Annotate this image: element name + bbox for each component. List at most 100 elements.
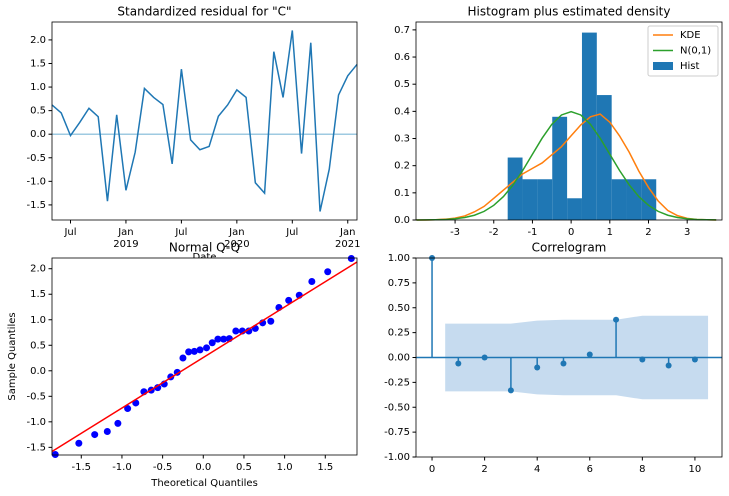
axes-frame bbox=[51, 257, 358, 456]
x-tick-label: 10 bbox=[689, 464, 702, 475]
qq-point bbox=[214, 335, 222, 343]
hist-bar bbox=[626, 179, 642, 220]
acf-marker bbox=[481, 354, 488, 361]
qq-point bbox=[185, 348, 193, 356]
y-tick-label: 0.5 bbox=[394, 79, 410, 90]
y-tick-label: -0.25 bbox=[384, 377, 410, 388]
axes-frame bbox=[51, 21, 358, 221]
x-tick-label: -2 bbox=[489, 227, 499, 238]
qq-point bbox=[245, 327, 253, 335]
qq-point bbox=[232, 327, 240, 335]
axes-frame bbox=[415, 21, 723, 221]
x-tick-label: 2 bbox=[645, 227, 651, 238]
y-tick-label: -0.5 bbox=[26, 153, 46, 164]
y-tick-label: 1.0 bbox=[30, 315, 46, 326]
x-tick-label: -0.5 bbox=[153, 462, 173, 473]
x-tick-label: 6 bbox=[587, 464, 593, 475]
x-tick-label: 3 bbox=[684, 227, 690, 238]
x-tick-year: 2021 bbox=[335, 239, 360, 250]
y-tick-label: -1.0 bbox=[26, 176, 46, 187]
acf-marker bbox=[534, 364, 541, 371]
qq-point bbox=[203, 344, 211, 352]
acf-marker bbox=[613, 316, 620, 323]
legend-label: KDE bbox=[680, 30, 701, 41]
x-tick-label: 0.5 bbox=[236, 462, 252, 473]
qq-point bbox=[91, 431, 99, 439]
x-tick-label: 1.5 bbox=[317, 462, 333, 473]
y-tick-label: -1.00 bbox=[384, 452, 410, 463]
hist-bar bbox=[641, 179, 657, 220]
y-tick-label: 0.25 bbox=[388, 328, 410, 339]
y-tick-label: -1.0 bbox=[26, 417, 46, 428]
y-tick-label: 0.0 bbox=[30, 129, 46, 140]
y-tick-label: 2.0 bbox=[30, 35, 46, 46]
y-tick-label: -0.75 bbox=[384, 427, 410, 438]
y-tick-label: 0.0 bbox=[394, 215, 410, 226]
x-tick-label: 2 bbox=[481, 464, 487, 475]
x-tick-label: 4 bbox=[534, 464, 540, 475]
y-tick-label: 0.4 bbox=[394, 106, 410, 117]
hist-bar bbox=[552, 116, 568, 220]
qq-point bbox=[347, 255, 355, 263]
x-axis-label: Theoretical Quantiles bbox=[150, 478, 258, 489]
chart-title: Standardized residual for "C" bbox=[117, 5, 291, 19]
x-tick-label: -3 bbox=[450, 227, 460, 238]
y-tick-label: 0.5 bbox=[30, 340, 46, 351]
axes-frame bbox=[415, 257, 723, 458]
x-tick-year: 2020 bbox=[224, 239, 249, 250]
hist-bar bbox=[522, 179, 538, 220]
legend-label: Hist bbox=[680, 61, 700, 72]
y-tick-label: 0.0 bbox=[30, 366, 46, 377]
x-tick-label: 1.0 bbox=[277, 462, 293, 473]
qq-point bbox=[196, 346, 204, 354]
qq-point bbox=[51, 450, 59, 458]
hist-bar bbox=[507, 157, 523, 220]
y-tick-label: 1.5 bbox=[30, 58, 46, 69]
x-axis-label: Date bbox=[193, 252, 217, 263]
y-tick-label: 1.0 bbox=[30, 82, 46, 93]
y-tick-label: 0.00 bbox=[388, 353, 410, 364]
reference-line bbox=[51, 261, 358, 453]
qq-point bbox=[179, 354, 187, 362]
qq-point bbox=[285, 296, 293, 304]
x-tick-label: 8 bbox=[639, 464, 645, 475]
y-tick-label: 2.0 bbox=[30, 264, 46, 275]
y-tick-label: 0.75 bbox=[388, 278, 410, 289]
y-tick-label: 0.6 bbox=[394, 52, 410, 63]
y-tick-label: -1.5 bbox=[26, 200, 46, 211]
hist-bar bbox=[581, 32, 597, 221]
y-tick-label: 0.7 bbox=[394, 25, 410, 36]
acf-marker bbox=[665, 362, 672, 369]
density-line bbox=[416, 110, 717, 221]
x-tick-label: Jul bbox=[285, 227, 298, 238]
density-line bbox=[416, 113, 717, 221]
qq-point bbox=[154, 384, 162, 392]
x-tick-label: 0.0 bbox=[195, 462, 211, 473]
qq-point bbox=[267, 317, 275, 325]
x-tick-label: -1.5 bbox=[72, 462, 92, 473]
acf-marker bbox=[455, 360, 462, 367]
residual-line bbox=[51, 30, 358, 212]
hist-bar bbox=[611, 179, 627, 220]
qq-point bbox=[324, 268, 332, 276]
x-tick-label: Jan bbox=[339, 227, 355, 238]
x-tick-label: Jan bbox=[228, 227, 244, 238]
axes-background bbox=[52, 22, 357, 220]
y-tick-label: -0.50 bbox=[384, 402, 410, 413]
y-tick-label: -0.5 bbox=[26, 391, 46, 402]
qq-point bbox=[114, 419, 122, 427]
chart-title: Histogram plus estimated density bbox=[468, 5, 671, 19]
acf-marker bbox=[560, 360, 567, 367]
qq-point bbox=[124, 405, 132, 413]
x-tick-label: 0 bbox=[568, 227, 574, 238]
acf-marker bbox=[639, 356, 646, 363]
chart-title: Correlogram bbox=[532, 241, 607, 255]
x-tick-year: 2019 bbox=[113, 239, 138, 250]
y-tick-label: 0.3 bbox=[394, 134, 410, 145]
qq-point bbox=[220, 335, 228, 343]
y-tick-label: 0.1 bbox=[394, 188, 410, 199]
legend-label: N(0,1) bbox=[680, 46, 711, 57]
qq-point bbox=[103, 428, 111, 436]
